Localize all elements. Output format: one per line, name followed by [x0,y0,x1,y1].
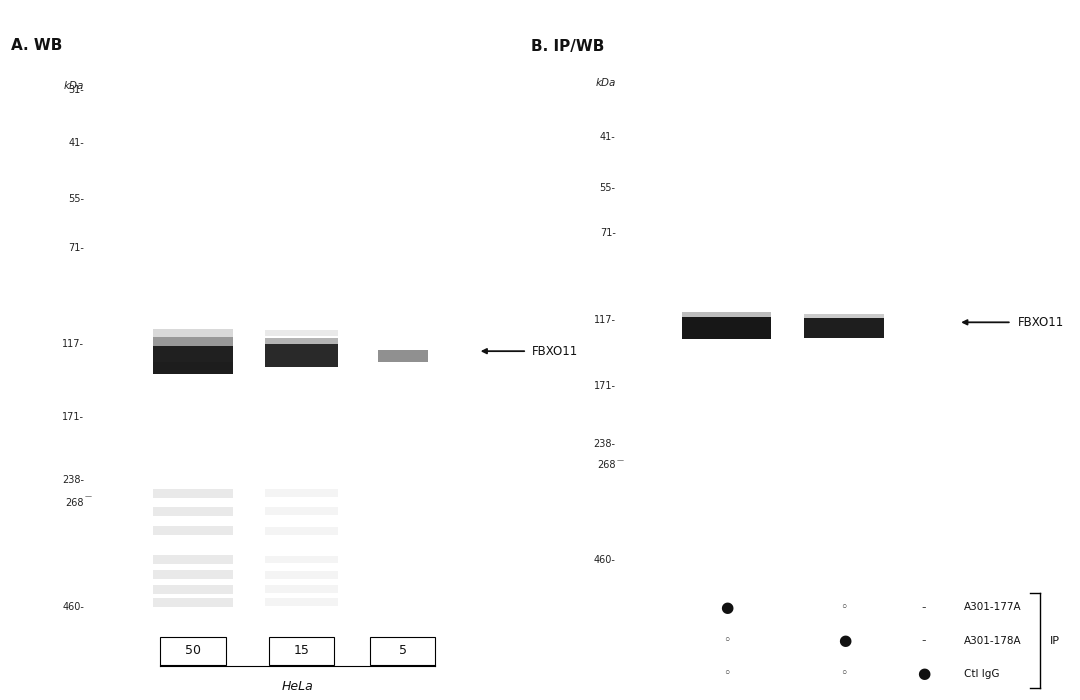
Text: ●: ● [917,666,931,681]
Text: 5: 5 [399,645,407,657]
Bar [266,527,338,535]
Text: Ctl IgG: Ctl IgG [963,668,999,679]
Text: —: — [85,494,92,499]
Text: 41-: 41- [599,132,616,141]
Text: 238-: 238- [62,475,84,485]
Text: kDa: kDa [595,78,616,88]
Bar [153,489,233,498]
Text: 71-: 71- [68,244,84,253]
Text: FBXO11: FBXO11 [1017,316,1064,329]
Bar [153,329,233,337]
Bar [153,363,233,374]
Text: HeLa: HeLa [282,680,314,692]
Text: ◦: ◦ [840,667,848,680]
Text: FBXO11: FBXO11 [532,344,579,358]
Bar [266,571,338,579]
Text: —: — [617,457,624,463]
Bar [153,598,233,607]
Bar [266,344,338,367]
Text: 41-: 41- [68,138,84,148]
Bar [153,570,233,580]
Text: 55-: 55- [68,195,84,204]
Bar [153,337,233,346]
Text: 460-: 460- [594,554,616,565]
Text: 117-: 117- [62,339,84,349]
Text: 50: 50 [185,645,201,657]
Bar [681,317,771,339]
Bar [681,312,771,317]
Bar [153,346,233,363]
Text: -: - [921,634,927,647]
Bar [805,314,885,318]
Bar [266,489,338,497]
Bar [266,585,338,593]
Bar [266,330,338,335]
Text: A. WB: A. WB [11,38,63,53]
Text: A301-177A: A301-177A [963,602,1022,612]
Bar [153,555,233,564]
Text: 171-: 171- [594,382,616,391]
Text: B. IP/WB: B. IP/WB [531,38,605,53]
Bar [266,598,338,606]
Text: 171-: 171- [62,412,84,422]
Text: 15: 15 [294,645,310,657]
Text: 31-: 31- [68,85,84,95]
Text: kDa: kDa [64,81,84,91]
Text: 268: 268 [597,460,616,470]
Text: ◦: ◦ [840,601,848,614]
Bar [370,637,435,665]
Text: 55-: 55- [599,183,616,193]
Text: 71-: 71- [599,228,616,238]
Bar [266,337,338,344]
Bar [266,556,338,564]
Text: 268: 268 [66,498,84,508]
Text: ●: ● [719,600,733,615]
Text: -: - [921,601,927,614]
Bar [153,526,233,536]
Bar [266,508,338,515]
Text: 238-: 238- [594,440,616,449]
Text: ◦: ◦ [723,667,730,680]
Bar [153,507,233,516]
Bar [805,318,885,337]
Text: 460-: 460- [63,601,84,612]
Text: ◦: ◦ [723,634,730,647]
Bar [378,350,428,363]
Text: A301-178A: A301-178A [963,636,1022,645]
Bar [269,637,334,665]
Text: IP: IP [1050,636,1061,645]
Bar [153,584,233,594]
Bar [161,637,226,665]
Text: ●: ● [838,633,851,648]
Text: 117-: 117- [594,315,616,325]
